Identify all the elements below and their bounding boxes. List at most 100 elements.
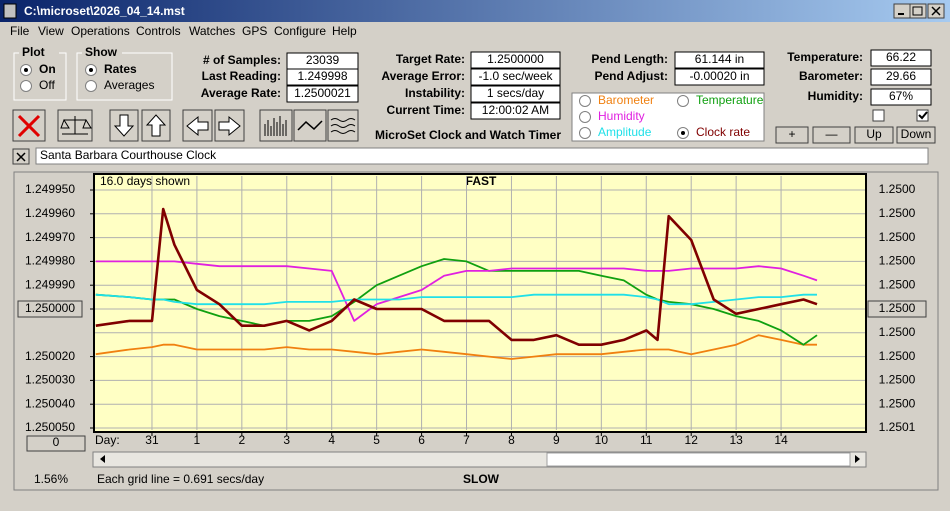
right-icon bbox=[218, 115, 241, 137]
radio[interactable] bbox=[20, 80, 32, 92]
left-icon bbox=[186, 115, 209, 137]
menu-item[interactable]: View bbox=[38, 24, 64, 38]
series-line bbox=[95, 207, 818, 346]
x-tick-label: 10 bbox=[595, 433, 609, 447]
adjust-button[interactable] bbox=[854, 126, 894, 144]
field-value: 1.2500000 bbox=[487, 52, 544, 66]
days-shown: 16.0 days shown bbox=[100, 174, 190, 188]
adjust-button[interactable] bbox=[896, 126, 936, 144]
wave-icon bbox=[330, 118, 356, 134]
menu-item[interactable]: Watches bbox=[189, 24, 235, 38]
menu-item[interactable]: GPS bbox=[242, 24, 267, 38]
y-tick-label: 1.249950 bbox=[25, 182, 75, 196]
radio[interactable] bbox=[579, 95, 591, 107]
legend-label: Humidity bbox=[598, 109, 645, 123]
menu-item[interactable]: Help bbox=[332, 24, 357, 38]
close-icon bbox=[931, 6, 941, 16]
radio[interactable] bbox=[579, 127, 591, 139]
legend-label: Amplitude bbox=[598, 125, 652, 139]
adjust-button-label: Down bbox=[901, 127, 932, 141]
field-value: 12:00:02 AM bbox=[482, 103, 549, 117]
watch-name-box[interactable] bbox=[35, 147, 929, 165]
radio-label: Rates bbox=[104, 62, 137, 76]
window-title: C:\microset\2026_04_14.mst bbox=[24, 4, 185, 18]
menu-item[interactable]: Configure bbox=[274, 24, 326, 38]
scale-note: Each grid line = 0.691 secs/day bbox=[97, 472, 264, 486]
window-controls bbox=[893, 3, 945, 19]
field-value: 67% bbox=[889, 89, 913, 103]
menu-item[interactable]: Controls bbox=[136, 24, 181, 38]
field-label: Current Time: bbox=[387, 103, 465, 117]
clear-icon bbox=[17, 114, 41, 138]
adjust-button-label: Up bbox=[866, 127, 882, 141]
legend-label: Barometer bbox=[598, 93, 654, 107]
x-tick-label: 2 bbox=[238, 433, 245, 447]
field-label: Average Error: bbox=[381, 69, 465, 83]
adjust-button[interactable] bbox=[775, 126, 809, 144]
center-rate-button[interactable] bbox=[17, 300, 83, 318]
y2-tick-label: 1.2500 bbox=[879, 254, 916, 268]
field-label: Last Reading: bbox=[202, 69, 281, 83]
field-box bbox=[286, 68, 359, 86]
reset-button-label: 0 bbox=[53, 435, 60, 449]
field-value: 23039 bbox=[306, 53, 340, 67]
minimize-button[interactable] bbox=[893, 3, 911, 19]
scrollbar-thumb[interactable] bbox=[546, 452, 851, 467]
y-tick-label: 1.249970 bbox=[25, 230, 75, 244]
adjust-button[interactable] bbox=[812, 126, 851, 144]
x-tick-label: 7 bbox=[463, 433, 470, 447]
field-label: Barometer: bbox=[799, 69, 863, 83]
show-group-box bbox=[76, 52, 173, 101]
field-value: 66.22 bbox=[886, 50, 916, 64]
fast-label: FAST bbox=[466, 174, 497, 188]
field-value: 29.66 bbox=[886, 69, 916, 83]
reset-button[interactable] bbox=[26, 435, 86, 452]
app-icon bbox=[3, 3, 17, 19]
radio-label: Off bbox=[39, 78, 55, 92]
scroll-right-arrow bbox=[855, 455, 860, 463]
y-tick-label: 1.250000 bbox=[25, 301, 75, 315]
radio[interactable] bbox=[579, 111, 591, 123]
y-tick-label: 1.250050 bbox=[25, 420, 75, 434]
slow-label: SLOW bbox=[463, 472, 500, 486]
y2-tick-label: 1.2500 bbox=[879, 182, 916, 196]
y2-tick-label: 1.2500 bbox=[879, 325, 916, 339]
group-title-bg bbox=[19, 47, 59, 59]
title-bar bbox=[0, 0, 950, 22]
field-label: Pend Length: bbox=[591, 52, 668, 66]
wave-button[interactable] bbox=[327, 109, 359, 142]
maximize-button[interactable] bbox=[909, 3, 927, 19]
y2-tick-label: 1.2500 bbox=[879, 373, 916, 387]
line-icon bbox=[297, 120, 323, 131]
center-rate-button[interactable] bbox=[867, 300, 927, 318]
checkbox[interactable] bbox=[916, 109, 929, 122]
status-percent: 1.56% bbox=[34, 472, 68, 486]
y-tick-label: 1.249960 bbox=[25, 206, 75, 220]
legend-label: Temperature bbox=[696, 93, 764, 107]
radio[interactable] bbox=[677, 95, 689, 107]
radio-label: On bbox=[39, 62, 56, 76]
series-line bbox=[95, 293, 817, 306]
x-tick-label: 3 bbox=[283, 433, 290, 447]
menu-item[interactable]: Operations bbox=[71, 24, 130, 38]
x-tick-label: 14 bbox=[774, 433, 788, 447]
x-tick-label: 4 bbox=[328, 433, 335, 447]
maximize-icon bbox=[912, 6, 923, 16]
field-label: Temperature: bbox=[787, 50, 863, 64]
menu-item[interactable]: File bbox=[10, 24, 30, 38]
x-tick-label: 1 bbox=[194, 433, 201, 447]
down-icon bbox=[113, 114, 135, 137]
field-value: 61.144 in bbox=[695, 52, 744, 66]
field-box bbox=[470, 102, 561, 120]
checkbox[interactable] bbox=[872, 109, 885, 122]
field-label: # of Samples: bbox=[203, 53, 281, 67]
balance-icon bbox=[60, 116, 92, 135]
field-label: Target Rate: bbox=[396, 52, 465, 66]
series-line bbox=[95, 334, 817, 360]
radio[interactable] bbox=[85, 80, 97, 92]
checkmark bbox=[918, 111, 928, 120]
radio-dot bbox=[681, 131, 685, 135]
field-value: 1.2500021 bbox=[294, 86, 351, 100]
series-line bbox=[95, 258, 818, 346]
